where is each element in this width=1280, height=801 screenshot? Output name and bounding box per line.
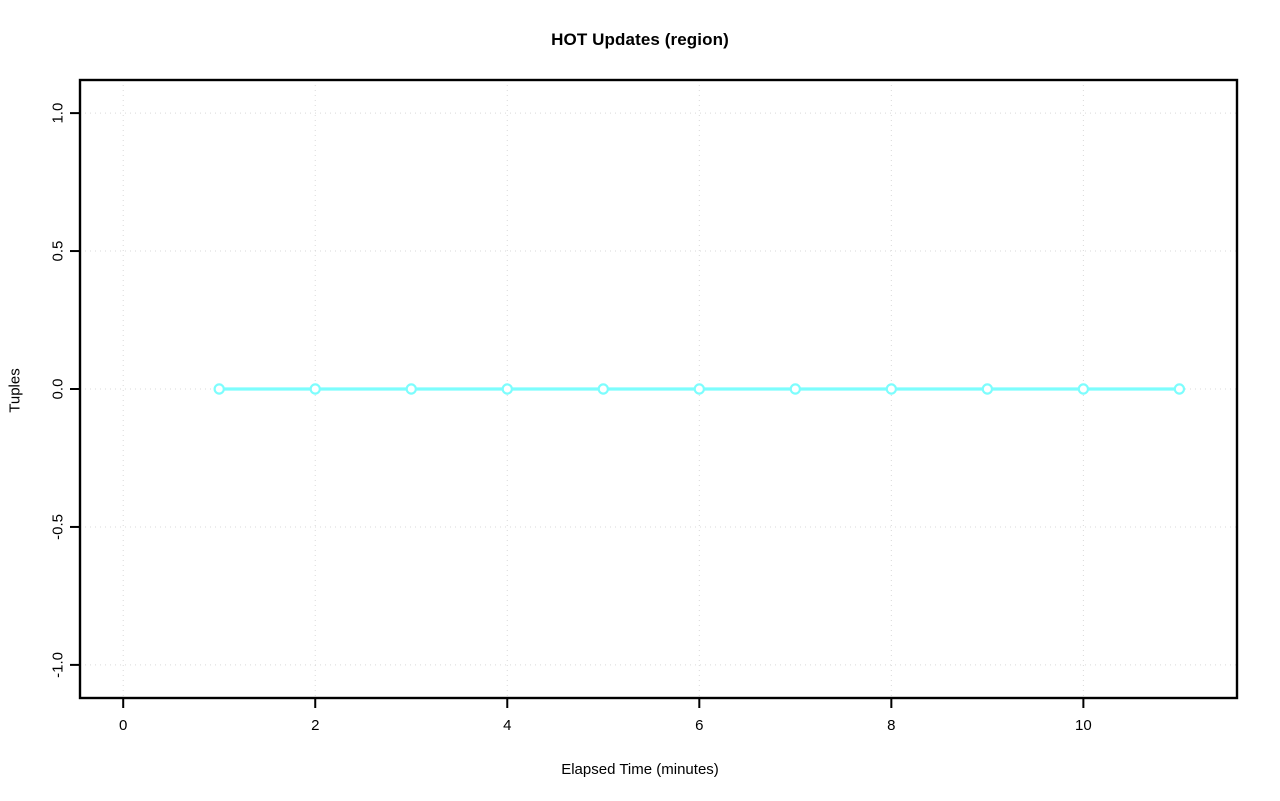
data-point-marker: [309, 383, 321, 395]
axis-tick-labels: 0 2 4 6 8 10 1.0 0.5 0.0 -0.5 -1.0: [50, 103, 1092, 734]
data-series: [213, 383, 1186, 395]
x-tick-label: 6: [695, 717, 703, 734]
page-title: HOT Updates (region): [551, 30, 729, 49]
data-point-marker: [597, 383, 609, 395]
y-tick-label: 0.0: [50, 379, 67, 400]
x-tick-label: 2: [311, 717, 319, 734]
y-tick-label: -1.0: [50, 652, 67, 678]
data-point-marker: [1077, 383, 1090, 395]
data-point-marker: [405, 383, 417, 395]
data-point-marker: [1173, 383, 1186, 395]
x-tick-label: 8: [887, 717, 895, 734]
x-tick-label: 4: [503, 717, 511, 734]
x-tick-label: 0: [119, 717, 127, 734]
x-tick-label: 10: [1075, 717, 1092, 734]
data-point-marker: [213, 383, 225, 395]
grid-lines: [80, 80, 1237, 698]
y-tick-label: 0.5: [50, 241, 67, 262]
data-point-marker: [501, 383, 513, 395]
data-point-marker: [885, 383, 898, 395]
axis-ticks: [70, 112, 1085, 708]
y-tick-label: -0.5: [50, 514, 67, 540]
x-axis-title: Elapsed Time (minutes): [561, 761, 719, 778]
data-point-marker: [693, 383, 706, 395]
y-tick-label: 1.0: [50, 103, 67, 124]
data-point-marker: [789, 383, 802, 395]
data-point-marker: [981, 383, 994, 395]
